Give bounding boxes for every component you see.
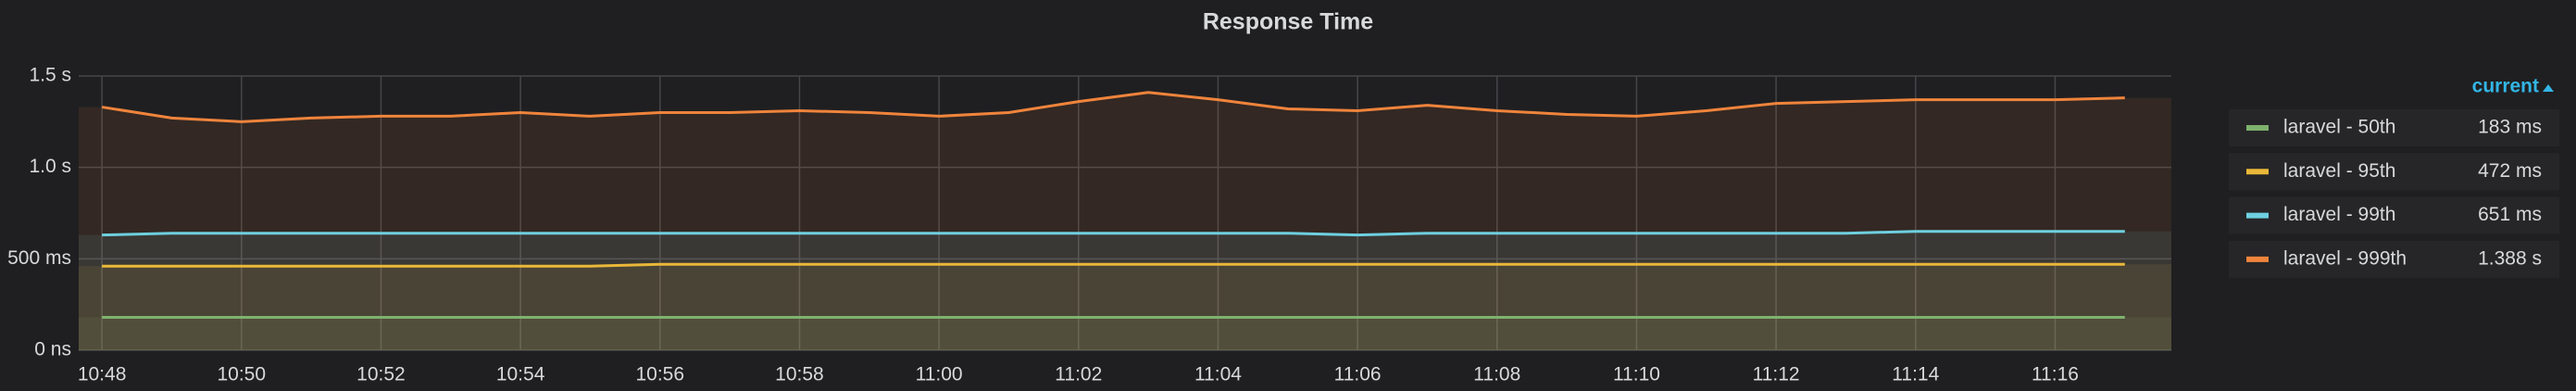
x-tick-label: 11:08: [1473, 364, 1520, 385]
x-tick-label: 10:50: [217, 364, 266, 385]
series-line: [102, 230, 2125, 237]
legend-row: [2229, 153, 2559, 191]
legend-label: laravel - 99th: [2283, 204, 2395, 225]
sort-arrow: [2543, 84, 2554, 92]
chart-title: Response Time: [1203, 9, 1373, 35]
area-fill: [79, 317, 2171, 350]
x-tick-label: 10:54: [496, 364, 545, 385]
x-tick-label: 11:14: [1892, 364, 1939, 385]
area-fill: [79, 231, 2171, 350]
legend-value: 651 ms: [2478, 204, 2542, 225]
legend-header[interactable]: current: [2472, 76, 2539, 97]
y-tick-label: 1.0 s: [29, 156, 71, 177]
x-tick-label: 11:10: [1613, 364, 1660, 385]
x-tick-label: 11:12: [1753, 364, 1800, 385]
x-tick-label: 11:00: [916, 364, 963, 385]
x-tick-label: 10:52: [356, 364, 406, 385]
series-line: [102, 262, 2125, 268]
x-tick-label: 10:56: [635, 364, 684, 385]
x-tick-label: 11:06: [1334, 364, 1382, 385]
area-fill: [79, 264, 2171, 350]
legend-value: 472 ms: [2478, 160, 2542, 182]
x-tick-label: 11:16: [2032, 364, 2079, 385]
legend-row: [2229, 240, 2559, 278]
x-tick-label: 10:48: [78, 364, 127, 385]
x-tick-label: 11:02: [1055, 364, 1102, 385]
legend-label: laravel - 95th: [2283, 160, 2395, 182]
series-line: [101, 91, 2125, 123]
legend-label: laravel - 50th: [2283, 117, 2395, 138]
legend-value: 183 ms: [2478, 117, 2542, 138]
legend-label: laravel - 999th: [2283, 247, 2407, 269]
area-fill: [79, 92, 2171, 350]
plot-area: 0 ns 500 ms 1.0 s 1.5 s 10:48 10:50 10:52 10:54…: [7, 65, 2171, 385]
x-tick-label: 11:04: [1194, 364, 1242, 385]
legend: current laravel - 50th 183 ms laravel - 95…: [2229, 76, 2559, 278]
y-tick-label: 1.5 s: [29, 65, 71, 86]
legend-value: 1.388 s: [2478, 247, 2542, 269]
legend-row: [2229, 196, 2559, 234]
y-tick-label: 500 ms: [7, 247, 71, 269]
y-tick-label: 0 ns: [34, 339, 71, 360]
legend-row: [2229, 109, 2559, 146]
x-tick-label: 10:58: [775, 364, 824, 385]
